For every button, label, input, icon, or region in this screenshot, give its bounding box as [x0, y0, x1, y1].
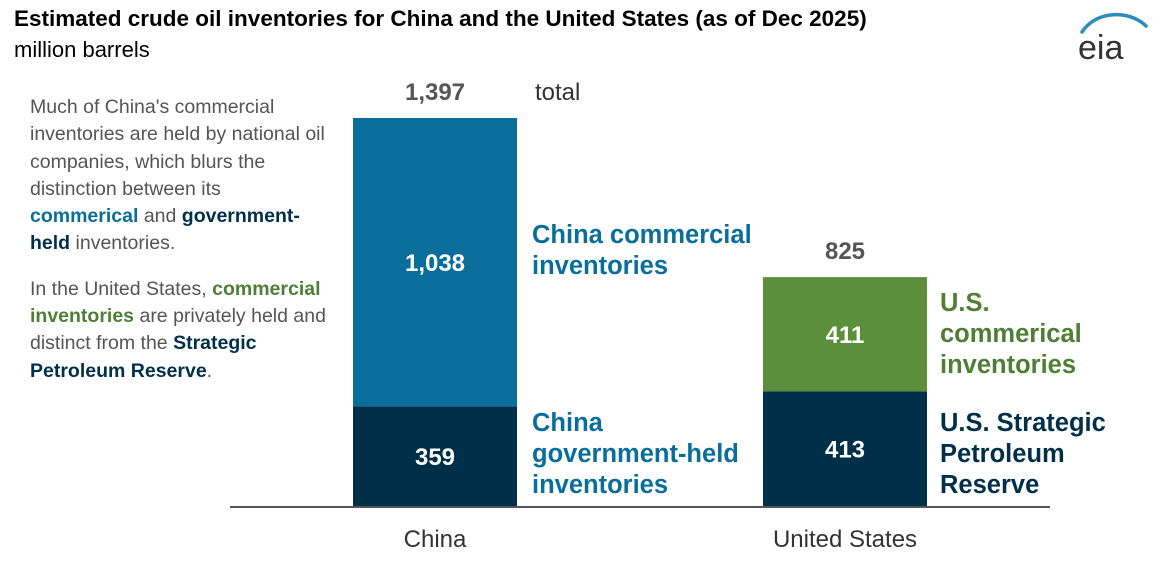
note-spr-highlight: Strategic Petroleum Reserve	[30, 332, 257, 382]
bar-china-upper	[353, 118, 517, 407]
total-word-label: total	[535, 79, 580, 106]
data-label-china-upper: 1,038	[405, 250, 465, 277]
total-label-china: 1,397	[405, 79, 465, 106]
x-tick-label-china: China	[404, 526, 467, 553]
bar-us-lower	[763, 391, 927, 506]
note-commercial-highlight: commerical	[30, 205, 139, 228]
note-us: In the United States, commercial invento…	[30, 277, 326, 382]
chart-title: Estimated crude oil inventories for Chin…	[14, 6, 867, 31]
series-label-us-commercial: U.S. commerical inventories	[940, 289, 1082, 379]
note-china: Much of China's commercial inventories a…	[30, 96, 325, 255]
annotation-text: Much of China's commercial inventories a…	[30, 94, 330, 385]
total-label-us: 825	[825, 238, 865, 265]
data-label-china-lower: 359	[415, 444, 455, 471]
series-label-china-commercial: China commercial inventories	[532, 221, 752, 280]
note-government-highlight: government-held	[30, 205, 300, 255]
bar-us-upper	[763, 277, 927, 392]
note-us-commercial-highlight: commercial inventories	[30, 277, 321, 328]
series-label-us-spr: U.S. Strategic Petroleum Reserve	[940, 409, 1106, 499]
bar-china-lower	[353, 406, 517, 506]
series-label-china-government: China government-held inventories	[532, 409, 739, 499]
eia-logo: eia	[1078, 13, 1148, 66]
x-tick-label-us: United States	[773, 526, 917, 553]
chart-subtitle: million barrels	[14, 37, 150, 62]
logo-text: eia	[1078, 29, 1123, 66]
data-label-us-lower: 413	[825, 437, 865, 464]
data-label-us-upper: 411	[826, 322, 865, 349]
